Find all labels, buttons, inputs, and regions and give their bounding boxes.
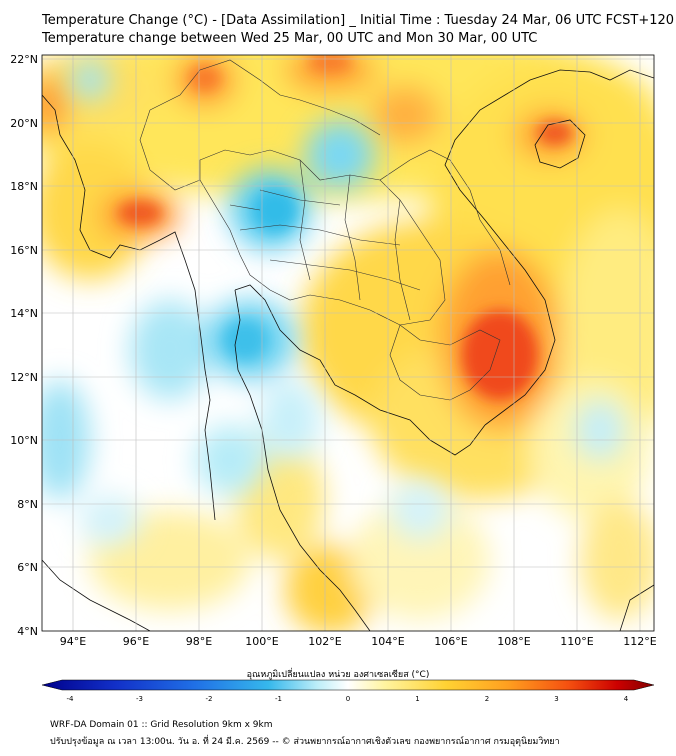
lon-tick-label: 106°E: [434, 635, 467, 648]
colorbar-tick-label: -3: [136, 695, 143, 703]
colorbar-title: อุณหภูมิเปลี่ยนแปลง หน่วย องศาเซลเซียส (…: [246, 670, 430, 680]
lat-tick-label: 20°N: [10, 117, 38, 130]
footer-model-info: WRF-DA Domain 01 :: Grid Resolution 9km …: [50, 720, 273, 730]
lat-tick-label: 12°N: [10, 371, 38, 384]
province-borders: [139, 59, 511, 401]
lat-tick-label: 16°N: [10, 244, 38, 257]
colorbar-tick-label: 3: [554, 695, 558, 703]
lon-tick-label: 102°E: [308, 635, 341, 648]
temperature-field: [42, 55, 654, 631]
lat-tick-label: 14°N: [10, 307, 38, 320]
lat-tick-label: 10°N: [10, 434, 38, 447]
lat-tick-label: 18°N: [10, 180, 38, 193]
lat-tick-label: 8°N: [17, 498, 38, 511]
colorbar-tick-label: 0: [346, 695, 350, 703]
colorbar: -4 -3 -2 -1 0 1 2 3 4: [41, 679, 655, 703]
gridlines: [42, 55, 654, 631]
lon-tick-label: 94°E: [60, 635, 86, 648]
lat-tick-label: 6°N: [17, 561, 38, 574]
longitude-tick-labels: 94°E 96°E 98°E 100°E 102°E 104°E 106°E 1…: [60, 635, 657, 648]
colorbar-tick-label: -2: [206, 695, 213, 703]
map-title: Temperature Change (°C) - [Data Assimila…: [42, 13, 675, 28]
colorbar-tick-label: 4: [624, 695, 629, 703]
lat-tick-label: 4°N: [17, 625, 38, 638]
lat-tick-label: 22°N: [10, 53, 38, 66]
colorbar-tick-label: -4: [67, 695, 75, 703]
lon-tick-label: 108°E: [497, 635, 530, 648]
lon-tick-label: 98°E: [186, 635, 212, 648]
plot-frame: [41, 54, 655, 632]
lon-tick-label: 104°E: [371, 635, 404, 648]
colorbar-tick-label: -1: [275, 695, 282, 703]
lon-tick-label: 112°E: [623, 635, 656, 648]
lon-tick-label: 100°E: [245, 635, 278, 648]
lon-tick-label: 96°E: [123, 635, 149, 648]
colorbar-tick-label: 2: [485, 695, 489, 703]
footer-credit: ปรับปรุงข้อมูล ณ เวลา 13:00น. วัน อ. ที่…: [50, 737, 560, 747]
colorbar-scale: [41, 679, 655, 691]
map-subtitle: Temperature change between Wed 25 Mar, 0…: [42, 31, 538, 46]
colorbar-ticks: -4 -3 -2 -1 0 1 2 3 4: [67, 695, 629, 703]
lon-tick-label: 110°E: [560, 635, 593, 648]
colorbar-tick-label: 1: [415, 695, 419, 703]
latitude-tick-labels: 22°N 20°N 18°N 16°N 14°N 12°N 10°N 8°N 6…: [10, 53, 38, 638]
